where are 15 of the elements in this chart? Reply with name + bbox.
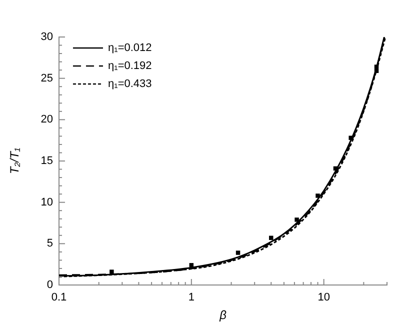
legend-label: η₁=0.012 xyxy=(108,42,152,54)
y-tick-label: 30 xyxy=(40,31,53,44)
x-tick-label: 1 xyxy=(188,292,194,304)
x-tick-label: 0.1 xyxy=(51,292,67,304)
y-axis-title: T₂/T₁ xyxy=(8,148,22,174)
y-tick-label: 20 xyxy=(40,114,53,126)
legend-label: η₁=0.433 xyxy=(108,78,152,90)
x-tick-label: 10 xyxy=(318,292,330,304)
y-tick-label: 10 xyxy=(40,196,53,208)
y-tick-label: 15 xyxy=(40,155,53,168)
legend-label: η₁=0.192 xyxy=(108,60,152,72)
y-tick-label: 25 xyxy=(40,72,53,84)
x-axis-title: β xyxy=(218,308,227,322)
y-tick-label: 5 xyxy=(46,238,53,250)
y-tick-label: 0 xyxy=(46,279,53,292)
